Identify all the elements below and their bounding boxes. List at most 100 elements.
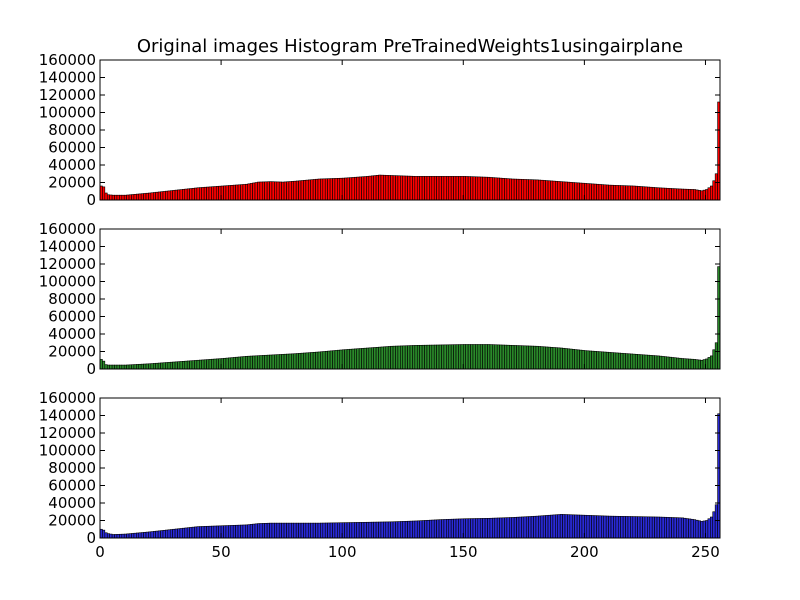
- bar: [390, 521, 394, 539]
- bar: [484, 176, 488, 201]
- bar: [458, 176, 462, 201]
- bar: [121, 533, 125, 539]
- bar: [656, 516, 660, 539]
- bar: [358, 522, 362, 539]
- bar: [385, 175, 389, 201]
- bar: [274, 522, 278, 539]
- bar: [639, 354, 643, 370]
- bar: [140, 193, 144, 201]
- bar: [317, 351, 321, 370]
- bar: [237, 524, 241, 539]
- bar: [184, 527, 188, 539]
- bar: [211, 358, 215, 370]
- bar: [380, 174, 384, 201]
- bar: [102, 360, 106, 370]
- bar: [184, 188, 188, 201]
- bar: [305, 352, 309, 370]
- bar: [106, 364, 110, 370]
- bar: [315, 522, 319, 539]
- bar: [390, 175, 394, 201]
- bar: [245, 183, 249, 201]
- bar: [588, 515, 592, 539]
- bar: [184, 360, 188, 370]
- bar: [523, 345, 527, 370]
- y-tick-label: 20000: [48, 512, 96, 530]
- bar: [642, 354, 646, 370]
- bar: [591, 350, 595, 370]
- bar: [467, 518, 471, 539]
- bar: [254, 523, 258, 539]
- bar: [656, 355, 660, 370]
- bar: [123, 364, 127, 370]
- bar: [261, 181, 265, 201]
- bar: [177, 528, 181, 539]
- bar: [165, 529, 169, 539]
- bar: [237, 356, 241, 370]
- bar: [671, 357, 675, 370]
- bar: [235, 524, 239, 539]
- bar: [373, 521, 377, 539]
- bar: [458, 518, 462, 539]
- bar: [259, 523, 263, 539]
- bar: [269, 181, 273, 201]
- bar: [426, 344, 430, 370]
- bar: [228, 357, 232, 370]
- bar: [453, 176, 457, 201]
- bar: [414, 520, 418, 539]
- bar: [375, 521, 379, 539]
- bar: [337, 349, 341, 370]
- bar: [177, 189, 181, 201]
- bar: [482, 344, 486, 370]
- bar: [710, 185, 714, 201]
- bar: [160, 191, 164, 201]
- y-tick-label: 40000: [48, 494, 96, 512]
- bar: [617, 352, 622, 370]
- bar: [492, 517, 496, 539]
- bar: [690, 518, 694, 539]
- bar: [545, 180, 549, 201]
- bar: [356, 348, 360, 370]
- bar: [661, 187, 665, 201]
- bar: [433, 519, 437, 539]
- bar: [666, 517, 670, 539]
- bar: [106, 533, 110, 539]
- bar: [334, 522, 338, 539]
- bar: [121, 194, 125, 201]
- bar: [455, 518, 459, 539]
- bar: [215, 525, 219, 539]
- bar: [235, 184, 239, 201]
- bar: [162, 529, 166, 539]
- bar: [438, 344, 442, 370]
- bar: [387, 175, 391, 201]
- bar: [693, 359, 697, 370]
- bar: [550, 180, 554, 201]
- chart-title: Original images Histogram PreTrainedWeig…: [137, 36, 683, 57]
- bar: [266, 522, 270, 539]
- bar: [627, 516, 631, 539]
- bar: [620, 516, 624, 539]
- bar: [567, 348, 571, 370]
- bar: [395, 521, 399, 539]
- bar: [683, 517, 687, 539]
- bar: [186, 527, 190, 539]
- bar: [647, 516, 651, 539]
- bar: [608, 515, 612, 539]
- bar: [329, 178, 333, 201]
- bar: [475, 344, 479, 370]
- bar: [298, 522, 302, 539]
- bar: [409, 345, 413, 370]
- bar: [395, 175, 399, 201]
- bar: [276, 181, 280, 201]
- bar: [208, 359, 212, 370]
- bar: [247, 524, 251, 539]
- bar: [625, 516, 629, 539]
- bar: [673, 188, 677, 201]
- bar: [366, 347, 370, 370]
- y-tick-label: 80000: [48, 290, 96, 308]
- bar: [501, 517, 505, 539]
- bar: [562, 514, 566, 539]
- bar: [196, 359, 200, 370]
- bar: [637, 186, 641, 201]
- bar: [150, 531, 154, 539]
